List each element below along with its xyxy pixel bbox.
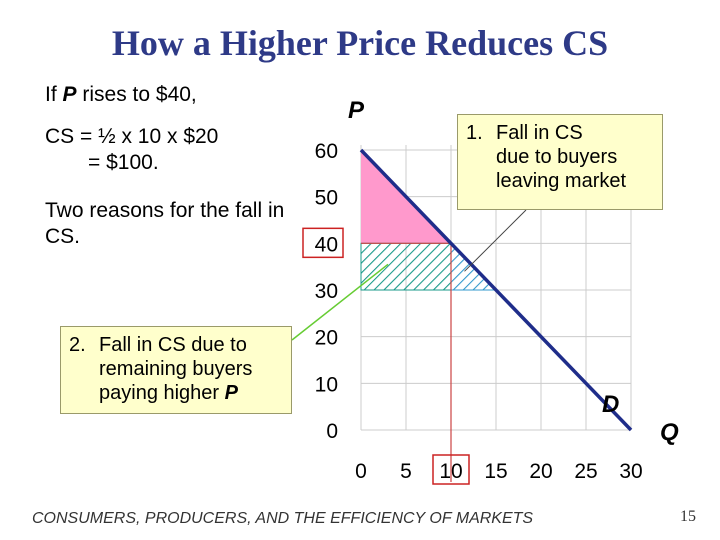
x-tick-label: 15 bbox=[484, 460, 507, 483]
footer-text: CONSUMERS, PRODUCERS, AND THE EFFICIENCY… bbox=[32, 510, 534, 527]
y-axis-label: P bbox=[348, 97, 365, 124]
price-rise-text: If P rises to $40, bbox=[45, 83, 197, 106]
reasons-text: Two reasons for the fall in CS. bbox=[45, 199, 285, 248]
callout2-pointer bbox=[291, 263, 389, 341]
higher-price-loss-region bbox=[360, 242, 452, 291]
cs-formula: CS = ½ x 10 x $20 bbox=[45, 125, 219, 148]
slide-title: How a Higher Price Reduces CS bbox=[111, 23, 609, 63]
x-tick-label: 25 bbox=[574, 460, 597, 483]
x-tick-highlight bbox=[432, 454, 470, 485]
x-tick-label: 10 bbox=[439, 460, 462, 483]
callout-line: paying higher P bbox=[99, 382, 238, 404]
demand-curve bbox=[359, 148, 633, 432]
callout-buyers-leaving: 1. Fall in CS due to buyers leaving marke… bbox=[457, 114, 663, 210]
y-tick-label: 30 bbox=[315, 280, 338, 303]
callout-line: Fall in CS due to bbox=[99, 334, 247, 356]
y-tick-label: 20 bbox=[315, 327, 338, 350]
callout-line: leaving market bbox=[496, 170, 627, 192]
callout-line: Fall in CS bbox=[496, 122, 583, 144]
x-tick-label: 5 bbox=[400, 460, 412, 483]
y-tick-label: 50 bbox=[315, 187, 338, 210]
page-number: 15 bbox=[680, 508, 696, 525]
callout-higher-price: 2. Fall in CS due to remaining buyers pay… bbox=[60, 326, 292, 414]
y-tick-label: 10 bbox=[315, 373, 338, 396]
x-tick-label: 30 bbox=[619, 460, 642, 483]
y-tick-label: 60 bbox=[315, 140, 338, 163]
y-tick-highlight bbox=[302, 227, 344, 259]
callout-line: remaining buyers bbox=[99, 358, 253, 380]
x-tick-label: 0 bbox=[355, 460, 367, 483]
demand-label: D bbox=[602, 391, 619, 418]
callout-line: due to buyers bbox=[496, 146, 618, 168]
callout-number: 1. bbox=[466, 122, 483, 144]
callout-number: 2. bbox=[69, 334, 86, 356]
cs-calculation: CS = ½ x 10 x $20 = $100. bbox=[45, 124, 218, 176]
callout1-pointer bbox=[464, 209, 527, 272]
x-axis-label: Q bbox=[660, 419, 679, 446]
y-tick-label: 40 bbox=[315, 233, 338, 256]
cs-result: = $100. bbox=[88, 151, 159, 174]
y-tick-label: 0 bbox=[326, 420, 338, 443]
x-tick-label: 20 bbox=[529, 460, 552, 483]
